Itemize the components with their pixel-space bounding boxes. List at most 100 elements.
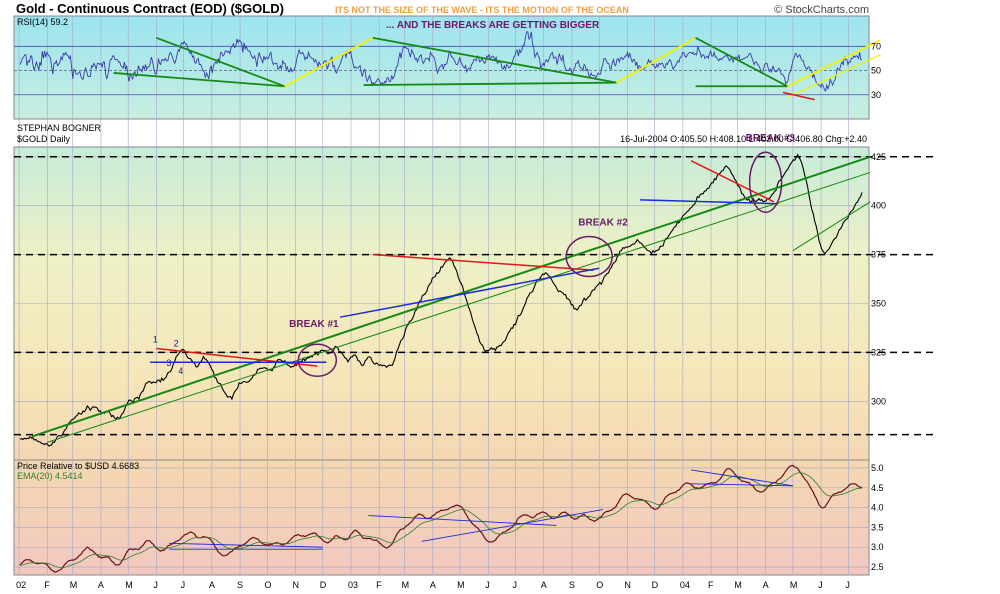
rsi-yellow-line xyxy=(284,37,374,88)
resistance-line-3 xyxy=(690,160,775,203)
rsi-green-line xyxy=(695,37,788,88)
rsi-label: RSI(14) 59.2 xyxy=(17,17,68,27)
ema-label-text: EMA(20) xyxy=(17,471,53,481)
price-series xyxy=(19,153,863,447)
chart-title: Gold - Continuous Contract (EOD) ($GOLD) xyxy=(16,1,284,16)
x-tick-label: J xyxy=(181,580,186,590)
ema-label: EMA(20) 4.5414 xyxy=(17,471,83,481)
rsi-tick-label: 30 xyxy=(871,90,881,100)
chart-subtitle: ITS NOT THE SIZE OF THE WAVE - ITS THE M… xyxy=(335,5,629,15)
x-tick-label: 03 xyxy=(348,580,358,590)
x-tick-label: F xyxy=(376,580,382,590)
x-tick-label: A xyxy=(209,580,215,590)
rsi-yellow-line xyxy=(787,39,881,88)
break-1-circle xyxy=(297,343,338,377)
x-tick-label: N xyxy=(624,580,631,590)
break-2-circle xyxy=(565,235,613,278)
resistance-line-2 xyxy=(372,253,594,271)
recent-channel-line xyxy=(792,201,871,252)
relative-tick-label: 3.0 xyxy=(871,542,884,552)
x-tick-label: F xyxy=(708,580,714,590)
relative-tick-label: 4.5 xyxy=(871,483,884,493)
wave-label: 3 xyxy=(166,358,171,368)
price-series-label: $GOLD Daily xyxy=(17,134,71,144)
rsi-tick-label: 70 xyxy=(871,41,881,51)
relative-channel-line xyxy=(691,483,793,487)
x-tick-label: 04 xyxy=(680,580,690,590)
price-tick-label: 425 xyxy=(871,152,886,162)
x-tick-label: J xyxy=(845,580,850,590)
x-tick-label: J xyxy=(153,580,158,590)
relative-value: 4.6683 xyxy=(112,461,140,471)
relative-channel-line xyxy=(421,509,603,542)
ema-value: 4.5414 xyxy=(55,471,83,481)
x-tick-label: S xyxy=(569,580,575,590)
ema-line xyxy=(19,472,862,568)
axes: 02 F M A M J J A S O N D 03 F M A M J J A S O N D 04 F M A M J J300325… xyxy=(16,41,886,590)
lower-channel-line xyxy=(47,171,871,443)
rsi-green-line xyxy=(372,36,617,84)
relative-tick-label: 5.0 xyxy=(871,463,884,473)
support-line-3 xyxy=(640,199,779,205)
relative-tick-label: 2.5 xyxy=(871,562,884,572)
x-tick-label: J xyxy=(818,580,823,590)
price-tick-label: 400 xyxy=(871,201,886,211)
wave-label: 2 xyxy=(174,339,179,349)
x-tick-label: J xyxy=(485,580,490,590)
price-tick-label: 350 xyxy=(871,299,886,309)
relative-series xyxy=(19,464,863,573)
x-tick-label: S xyxy=(237,580,243,590)
x-tick-label: J xyxy=(513,580,518,590)
relative-tick-label: 3.5 xyxy=(871,522,884,532)
relative-line xyxy=(19,464,863,573)
price-line xyxy=(19,153,863,447)
x-tick-label: A xyxy=(541,580,547,590)
rsi-green-line xyxy=(156,36,285,88)
break-label: BREAK #2 xyxy=(578,217,628,228)
x-tick-label: D xyxy=(652,580,659,590)
author-label: STEPHAN BOGNER xyxy=(17,123,102,133)
x-tick-label: N xyxy=(293,580,300,590)
quote-readout: 16-Jul-2004 O:405.50 H:408.10 L:403.00 C… xyxy=(620,134,867,144)
break-3-circle xyxy=(748,151,783,213)
x-tick-label: F xyxy=(44,580,50,590)
rsi-tick-label: 50 xyxy=(871,66,881,76)
x-tick-label: M xyxy=(734,580,742,590)
rsi-series xyxy=(19,31,862,93)
rsi-red-line xyxy=(782,91,815,101)
x-tick-label: M xyxy=(402,580,410,590)
price-tick-label: 375 xyxy=(871,250,886,260)
x-tick-label: D xyxy=(320,580,327,590)
x-tick-label: M xyxy=(70,580,78,590)
x-tick-label: A xyxy=(430,580,436,590)
wave-label: 1 xyxy=(153,335,158,345)
rsi-line xyxy=(19,31,862,93)
relative-label-text: Price Relative to $USD xyxy=(17,461,110,471)
rsi-yellow-line xyxy=(616,37,697,84)
annotations: BREAK #1 BREAK #2 BREAK #3 1 234 xyxy=(14,36,937,550)
x-tick-label: A xyxy=(98,580,104,590)
x-tick-label: 02 xyxy=(16,580,26,590)
x-tick-label: M xyxy=(457,580,465,590)
relative-label: Price Relative to $USD 4.6683 xyxy=(17,461,139,471)
x-tick-label: O xyxy=(264,580,271,590)
rsi-yellow-line xyxy=(787,54,881,98)
relative-channel-line xyxy=(690,469,793,487)
relative-channel-line xyxy=(169,542,323,548)
resistance-line-1 xyxy=(156,347,318,367)
x-tick-label: A xyxy=(763,580,769,590)
rsi-green-line xyxy=(363,81,617,86)
x-tick-label: O xyxy=(596,580,603,590)
rsi-green-line xyxy=(113,72,285,88)
support-line-2 xyxy=(339,267,600,318)
price-tick-label: 325 xyxy=(871,347,886,357)
chart-tagline: ... AND THE BREAKS ARE GETTING BIGGER xyxy=(386,20,600,31)
copyright: © StockCharts.com xyxy=(774,4,869,16)
wave-label: 4 xyxy=(178,366,183,376)
break-label: BREAK #3 xyxy=(746,133,796,144)
relative-channel-line xyxy=(368,515,557,526)
relative-legend: Price Relative to $USD 4.6683 EMA(20) 4.… xyxy=(17,461,139,481)
x-tick-label: M xyxy=(125,580,133,590)
price-tick-label: 300 xyxy=(871,396,886,406)
